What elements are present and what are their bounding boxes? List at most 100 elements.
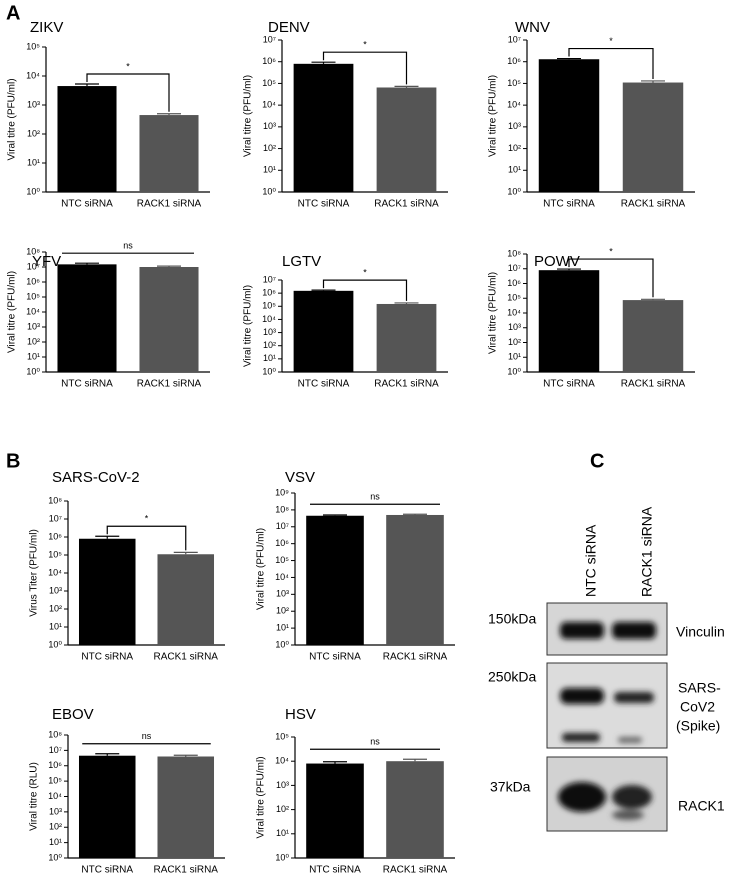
y-tick-label: 10⁷ bbox=[263, 274, 276, 284]
y-axis-label: Viral titre (PFU/ml) bbox=[243, 75, 254, 157]
error-bar bbox=[95, 753, 120, 756]
bar-chart: DENV Viral titre (PFU/ml) 10⁰ 10¹ 10² 10³ 10⁴ 1… bbox=[243, 19, 448, 210]
y-tick-label: 10³ bbox=[508, 121, 521, 131]
chart-title: ZIKV bbox=[30, 19, 63, 36]
error-bar bbox=[173, 754, 198, 757]
x-tick-label: RACK1 siRNA bbox=[383, 865, 448, 876]
bar bbox=[306, 515, 364, 645]
y-tick-label: 10⁵ bbox=[26, 41, 40, 51]
y-tick-label: 10⁴ bbox=[26, 70, 40, 80]
y-tick-label: 10⁵ bbox=[275, 555, 289, 565]
error-bar bbox=[394, 302, 419, 304]
x-tick-label: RACK1 siRNA bbox=[383, 652, 448, 663]
y-axis-label: Viral titre (PFU/ml) bbox=[7, 271, 18, 353]
y-tick-label: 10⁴ bbox=[262, 100, 276, 110]
bar bbox=[157, 554, 215, 645]
y-tick-label: 10² bbox=[508, 337, 521, 347]
y-tick-label: 10¹ bbox=[276, 828, 289, 838]
marker-label: 250kDa bbox=[488, 669, 536, 685]
bar bbox=[139, 267, 199, 372]
y-tick-label: 10¹ bbox=[27, 157, 40, 167]
y-tick-label: 10³ bbox=[49, 806, 62, 816]
chart-title: LGTV bbox=[282, 253, 321, 270]
x-tick-label: NTC siRNA bbox=[81, 652, 133, 663]
significance-bracket bbox=[568, 258, 654, 298]
panel-label: C bbox=[590, 450, 604, 472]
marker-label: 37kDa bbox=[490, 779, 531, 795]
y-tick-label: 10⁷ bbox=[27, 261, 40, 271]
y-tick-label: 10² bbox=[276, 804, 289, 814]
y-tick-label: 10⁴ bbox=[262, 314, 276, 324]
y-tick-label: 10⁰ bbox=[48, 852, 62, 862]
y-tick-label: 10⁴ bbox=[275, 572, 289, 582]
bar bbox=[78, 755, 136, 858]
x-tick-label: NTC siRNA bbox=[61, 199, 113, 210]
y-tick-label: 10⁷ bbox=[49, 513, 62, 523]
y-tick-label: 10⁶ bbox=[48, 760, 62, 770]
y-tick-label: 10⁸ bbox=[507, 248, 521, 258]
bar bbox=[376, 303, 437, 372]
y-tick-label: 10⁴ bbox=[507, 100, 521, 110]
chart-title: SARS-CoV-2 bbox=[52, 469, 140, 486]
y-tick-label: 10³ bbox=[276, 589, 289, 599]
y-tick-label: 10⁸ bbox=[48, 495, 62, 505]
x-tick-label: NTC siRNA bbox=[61, 379, 113, 390]
error-bar bbox=[157, 113, 181, 116]
bar-chart: POWV Viral titre (PFU/ml) 10⁰ 10¹ 10² 10³ 10⁴ 1… bbox=[488, 246, 695, 390]
error-bar bbox=[95, 535, 120, 539]
y-tick-label: 10² bbox=[49, 822, 62, 832]
error-bar bbox=[75, 83, 99, 87]
y-tick-label: 10⁷ bbox=[49, 745, 62, 755]
y-tick-label: 10⁰ bbox=[48, 639, 62, 649]
y-tick-label: 10⁷ bbox=[276, 521, 289, 531]
y-tick-label: 10⁸ bbox=[48, 729, 62, 739]
significance-label: * bbox=[363, 267, 367, 277]
bar bbox=[386, 514, 444, 645]
chart-title: HSV bbox=[285, 706, 316, 723]
y-tick-label: 10⁵ bbox=[48, 776, 62, 786]
y-tick-label: 10¹ bbox=[276, 622, 289, 632]
x-tick-label: RACK1 siRNA bbox=[154, 865, 219, 876]
error-bar bbox=[75, 262, 99, 265]
y-tick-label: 10¹ bbox=[508, 352, 521, 362]
y-axis-label: Viral titre (PFU/ml) bbox=[488, 272, 499, 354]
bands bbox=[558, 622, 656, 820]
protein-label: (Spike) bbox=[676, 718, 720, 734]
y-tick-label: 10¹ bbox=[49, 837, 62, 847]
y-tick-label: 10⁷ bbox=[508, 34, 521, 44]
y-tick-label: 10⁴ bbox=[48, 791, 62, 801]
y-tick-label: 10⁰ bbox=[507, 186, 521, 196]
error-bar bbox=[323, 514, 347, 516]
lane-label: NTC siRNA bbox=[583, 524, 599, 597]
error-bar bbox=[157, 265, 181, 267]
x-tick-label: RACK1 siRNA bbox=[621, 379, 686, 390]
y-tick-label: 10⁰ bbox=[275, 639, 289, 649]
y-tick-label: 10² bbox=[263, 340, 276, 350]
y-tick-label: 10³ bbox=[27, 321, 40, 331]
panel-label: A bbox=[6, 2, 20, 24]
y-tick-label: 10⁷ bbox=[263, 34, 276, 44]
significance-bracket bbox=[568, 47, 654, 79]
y-tick-label: 10² bbox=[27, 336, 40, 346]
significance-label: * bbox=[145, 514, 149, 524]
panel-label: B bbox=[6, 450, 20, 472]
y-tick-label: 10¹ bbox=[508, 165, 521, 175]
bar bbox=[293, 290, 354, 372]
y-tick-label: 10⁵ bbox=[262, 78, 276, 88]
x-tick-label: NTC siRNA bbox=[298, 199, 350, 210]
bar bbox=[622, 300, 684, 372]
lane-label: RACK1 siRNA bbox=[639, 506, 655, 597]
chart-title: POWV bbox=[534, 253, 580, 270]
x-tick-label: RACK1 siRNA bbox=[374, 379, 439, 390]
y-axis-label: Viral titre (PFU/ml) bbox=[243, 285, 254, 367]
bar bbox=[306, 763, 364, 858]
y-tick-label: 10⁴ bbox=[48, 567, 62, 577]
y-tick-label: 10⁰ bbox=[507, 366, 521, 376]
marker-label: 150kDa bbox=[488, 611, 536, 627]
western-blot: NTC siRNA RACK1 siRNA 150kDa 250kDa 37kD… bbox=[488, 506, 725, 832]
y-tick-label: 10⁴ bbox=[275, 756, 289, 766]
bar-chart: EBOV Viral titre (RLU) 10⁰ 10¹ 10² 10³ 10⁴ 10⁵ 1… bbox=[29, 706, 225, 876]
y-tick-label: 10⁶ bbox=[507, 56, 521, 66]
bar bbox=[57, 264, 117, 372]
chart-title: EBOV bbox=[52, 706, 94, 723]
